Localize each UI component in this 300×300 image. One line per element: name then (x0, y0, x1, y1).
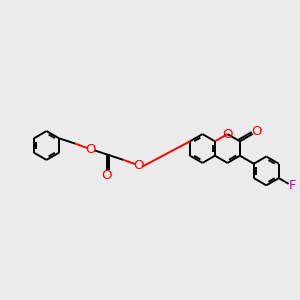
Text: O: O (85, 142, 96, 156)
Text: O: O (133, 159, 144, 172)
Text: F: F (289, 179, 296, 192)
Text: O: O (251, 125, 262, 138)
Text: O: O (102, 169, 112, 182)
Text: O: O (222, 128, 233, 141)
